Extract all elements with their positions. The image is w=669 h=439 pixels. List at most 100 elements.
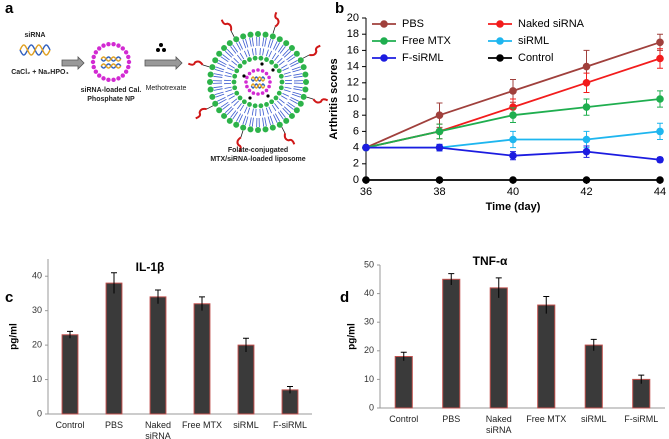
lipid-head xyxy=(278,73,284,79)
lipid-tail xyxy=(249,37,252,47)
lipid-tail xyxy=(251,108,254,116)
lipid-tail xyxy=(247,49,251,57)
legend-label: Control xyxy=(518,52,553,64)
y-tick-label: 30 xyxy=(32,305,42,315)
lipid-tail xyxy=(282,67,290,72)
lipid-tail xyxy=(251,37,254,47)
error-bar xyxy=(155,289,161,304)
lipid-tail xyxy=(242,39,247,49)
lipid-head xyxy=(232,73,238,79)
lipid-tail xyxy=(274,54,280,61)
np-shell xyxy=(251,69,256,73)
bar xyxy=(442,278,461,409)
helix-strand xyxy=(19,44,51,56)
marker xyxy=(582,79,591,87)
y-tick-label: 6 xyxy=(353,125,359,137)
nanoparticle-label: siRNA-loaded Cal. Phosphate NP xyxy=(80,87,142,103)
x-tick-label: Naked siRNA xyxy=(485,414,512,435)
lipid-head xyxy=(262,31,269,38)
lipid-head xyxy=(221,112,228,119)
lipid-tail xyxy=(213,75,223,78)
lipid-head xyxy=(258,103,264,109)
bar xyxy=(105,282,123,415)
error-bar xyxy=(495,277,502,298)
lipid-tail xyxy=(231,98,238,104)
x-tick-label: siRML xyxy=(580,414,607,424)
lipid-tail xyxy=(291,93,301,98)
x-tick-label: PBS xyxy=(104,420,123,430)
error-bar xyxy=(243,337,249,352)
lipid-head xyxy=(212,57,219,64)
marker xyxy=(582,176,591,184)
lipid-tail xyxy=(262,108,265,116)
lipid-tail xyxy=(217,97,226,102)
np-shell xyxy=(120,73,125,78)
lipid-head xyxy=(300,64,307,71)
lipid-tail xyxy=(222,103,230,110)
lipid-head xyxy=(226,117,233,124)
drug-label: Methotrexate xyxy=(145,85,187,92)
marker xyxy=(435,176,444,184)
lipid-head xyxy=(247,31,254,38)
lipid-head xyxy=(209,93,216,100)
lipid-tail xyxy=(269,115,274,125)
bar xyxy=(281,389,299,415)
lipid-head xyxy=(269,124,276,131)
lipid-tail xyxy=(283,89,291,93)
lipid-tail xyxy=(292,69,302,73)
legend-marker xyxy=(380,20,388,28)
lipid-tail xyxy=(269,39,274,49)
lipid-tail xyxy=(231,60,238,66)
lipid-head xyxy=(293,107,300,114)
lipid-head xyxy=(216,107,223,114)
np-shell xyxy=(264,88,269,93)
lipid-head xyxy=(212,100,219,107)
lipid-tail xyxy=(287,101,296,108)
lipid-tail xyxy=(279,110,286,118)
np-shell xyxy=(101,76,106,81)
lipid-head xyxy=(293,50,300,57)
lipid-tail xyxy=(220,56,229,63)
np-shell xyxy=(123,69,129,74)
lipid-tail xyxy=(214,91,224,95)
x-tick-label: Control xyxy=(389,414,419,424)
x-tick-label: PBS xyxy=(442,414,461,424)
y-tick-label: 10 xyxy=(347,93,359,105)
lipid-tail xyxy=(293,73,303,76)
lipid-tail xyxy=(215,66,225,71)
lipid-head xyxy=(234,68,240,74)
y-tick-label: 2 xyxy=(353,158,359,170)
lipid-head xyxy=(240,33,247,40)
marker xyxy=(656,127,664,136)
np-shell xyxy=(267,75,271,80)
lipid-head xyxy=(273,63,279,69)
legend-label: siRML xyxy=(518,35,549,47)
np-shell xyxy=(101,43,106,48)
lipid-tail xyxy=(226,92,234,97)
panel-label: d xyxy=(340,289,350,306)
error-bar xyxy=(199,296,205,311)
lipid-head xyxy=(209,64,216,71)
lipid-tail xyxy=(214,69,224,73)
bar xyxy=(149,296,167,415)
lipid-tail xyxy=(218,98,227,104)
lipid-head xyxy=(216,50,223,57)
error-bar xyxy=(638,374,645,384)
lipid-tail xyxy=(226,48,234,57)
lipid-head xyxy=(276,90,282,96)
lipid-tail xyxy=(236,42,242,51)
x-tick-label: Free MTX xyxy=(526,414,567,424)
lipid-tail xyxy=(274,103,280,110)
lipid-tail xyxy=(262,37,265,47)
np-shell xyxy=(106,77,111,83)
y-tick-label: 10 xyxy=(364,374,374,384)
np-shell xyxy=(97,73,102,78)
lipid-tail xyxy=(293,86,303,89)
error-bar xyxy=(287,385,293,394)
lipid-head xyxy=(279,79,285,85)
lipid-tail xyxy=(277,44,284,53)
np-shell xyxy=(256,68,260,72)
np-shell xyxy=(93,50,99,55)
marker xyxy=(435,127,444,136)
y-tick-label: 10 xyxy=(32,374,42,384)
